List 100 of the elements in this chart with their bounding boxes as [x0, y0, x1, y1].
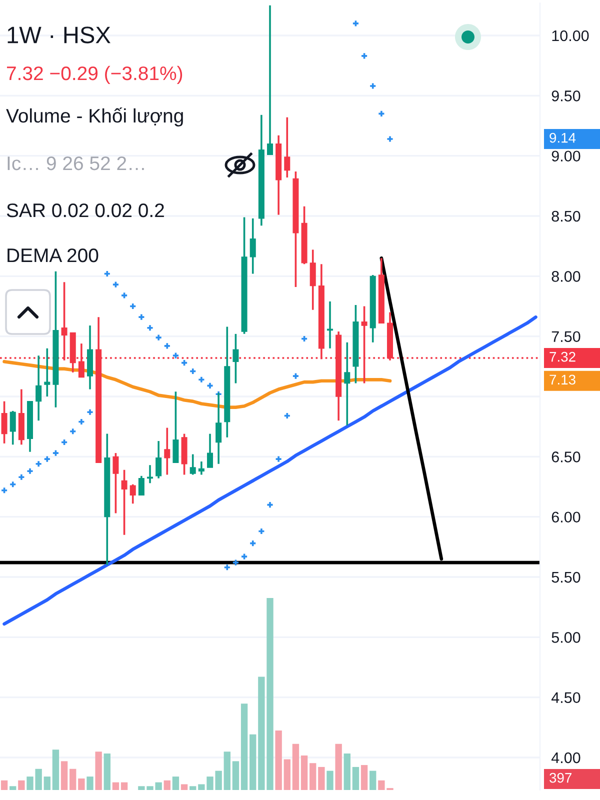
- candlestick: [112, 452, 119, 514]
- text: 7.13: [550, 374, 576, 385]
- point: [86, 408, 94, 416]
- bar: [95, 752, 102, 790]
- candlestick: [310, 248, 316, 311]
- bar: [190, 786, 196, 790]
- point: [352, 20, 360, 28]
- candlestick: [164, 426, 170, 476]
- point: [232, 558, 240, 566]
- y-tick-label: 4.00: [551, 752, 580, 764]
- candlestick: [172, 390, 179, 464]
- bar: [60, 761, 68, 790]
- bar: [275, 730, 282, 790]
- bar: [318, 766, 325, 790]
- bar: [326, 770, 334, 790]
- y-tick-label: 6.50: [552, 452, 580, 462]
- y-tick-label: 10.00: [552, 30, 589, 42]
- bar: [284, 759, 290, 790]
- point: [0, 486, 8, 494]
- point: [300, 335, 308, 342]
- bar: [370, 770, 376, 790]
- text: 9.14: [550, 132, 576, 143]
- bar: [120, 782, 128, 790]
- candlestick: [156, 440, 162, 480]
- candlestick: [190, 453, 196, 476]
- candlestick: [198, 460, 204, 476]
- text: 397: [550, 772, 572, 783]
- y-tick-label: 5.50: [552, 572, 580, 583]
- candlestick: [121, 469, 128, 536]
- point: [43, 455, 51, 463]
- candlestick: [1, 400, 8, 444]
- line-series: [2, 315, 538, 626]
- point: [18, 473, 26, 481]
- y-tick-label: 5.00: [552, 632, 580, 643]
- y-tick-label: 7.50: [552, 331, 580, 342]
- y-tick-label: 9.50: [552, 90, 580, 102]
- y-tick-label: 6.00: [552, 512, 580, 523]
- point: [78, 418, 86, 426]
- point: [172, 352, 180, 360]
- bar: [250, 734, 256, 790]
- bar: [44, 776, 50, 790]
- candlestick: [130, 483, 136, 505]
- point: [69, 428, 77, 436]
- bar: [78, 778, 85, 790]
- y-tick-label: 9.00: [552, 150, 580, 162]
- point: [266, 501, 274, 508]
- candlestick: [216, 392, 222, 465]
- point: [258, 528, 266, 535]
- bar: [240, 704, 248, 790]
- point: [292, 372, 300, 380]
- bar: [335, 744, 342, 790]
- bar: [86, 776, 94, 790]
- y-tick-label: 8.50: [552, 210, 580, 222]
- point: [198, 376, 206, 384]
- ref-line-label: 7.32: [550, 352, 576, 362]
- bar: [164, 780, 170, 790]
- point: [9, 480, 17, 488]
- candlestick: [284, 116, 290, 178]
- bar: [344, 754, 350, 790]
- text: 1W · HSX: [8, 26, 110, 44]
- bar: [310, 763, 316, 790]
- point: [112, 280, 120, 288]
- point: [274, 455, 282, 463]
- candlestick: [138, 475, 144, 496]
- point: [180, 359, 188, 366]
- point: [214, 390, 222, 398]
- bar: [360, 765, 368, 790]
- bar: [172, 776, 180, 790]
- point: [189, 368, 197, 375]
- annotation: DEMA 200: [8, 248, 98, 262]
- candlestick: [44, 347, 50, 398]
- point: [129, 302, 137, 310]
- point: [26, 467, 34, 475]
- candlestick: [206, 432, 214, 468]
- annotation: SAR 0.02 0.02 0.2: [6, 203, 164, 218]
- candlestick: [266, 4, 274, 156]
- point: [120, 292, 128, 300]
- bar: [292, 744, 300, 790]
- bar: [104, 754, 110, 790]
- candlestick: [10, 410, 16, 446]
- annotation: Ic… 9 26 52 2…: [8, 156, 144, 170]
- point: [240, 552, 248, 560]
- bar: [18, 780, 25, 790]
- point: [60, 438, 68, 446]
- bar: [224, 752, 230, 790]
- point: [52, 449, 60, 457]
- chart-title: Volume - Khối lượng: [6, 108, 183, 126]
- point: [103, 270, 111, 278]
- bar: [10, 786, 16, 790]
- y-tick-label: 8.00: [552, 271, 580, 282]
- text: 7.32 −0.29 (−3.81%): [6, 66, 182, 84]
- bar: [52, 750, 60, 790]
- point: [154, 334, 162, 342]
- bar: [70, 768, 76, 790]
- point: [386, 135, 394, 143]
- bar: [0, 780, 8, 790]
- point: [378, 110, 386, 118]
- candlestick: [36, 354, 42, 422]
- point: [163, 342, 171, 350]
- candlestick: [344, 341, 350, 426]
